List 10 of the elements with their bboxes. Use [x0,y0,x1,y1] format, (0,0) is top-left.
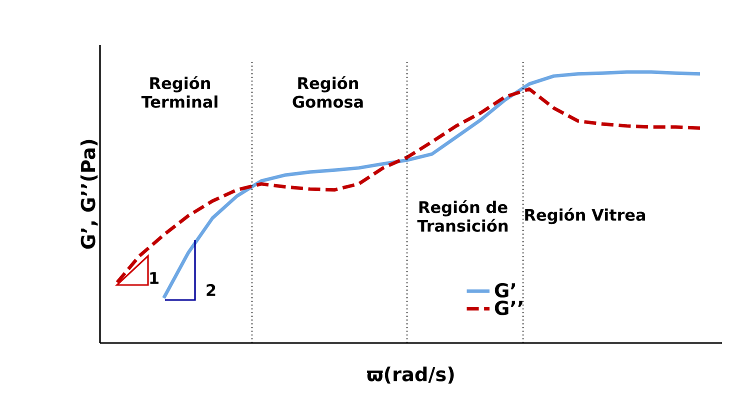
annotation: Región de Transición [417,200,508,232]
annotation: Región Vitrea [525,208,646,224]
annotation: Región Gomosa [292,76,363,108]
x-axis-title: ϖ(rad/s) [367,366,454,384]
annotation: 1 [150,272,158,284]
legend-label: G’’ [494,300,522,316]
y-axis-title: G’, G’’(Pa) [80,140,98,249]
annotation: Región Terminal [141,76,218,108]
annotation: 2 [206,284,216,296]
legend-label: G’ [494,283,516,298]
